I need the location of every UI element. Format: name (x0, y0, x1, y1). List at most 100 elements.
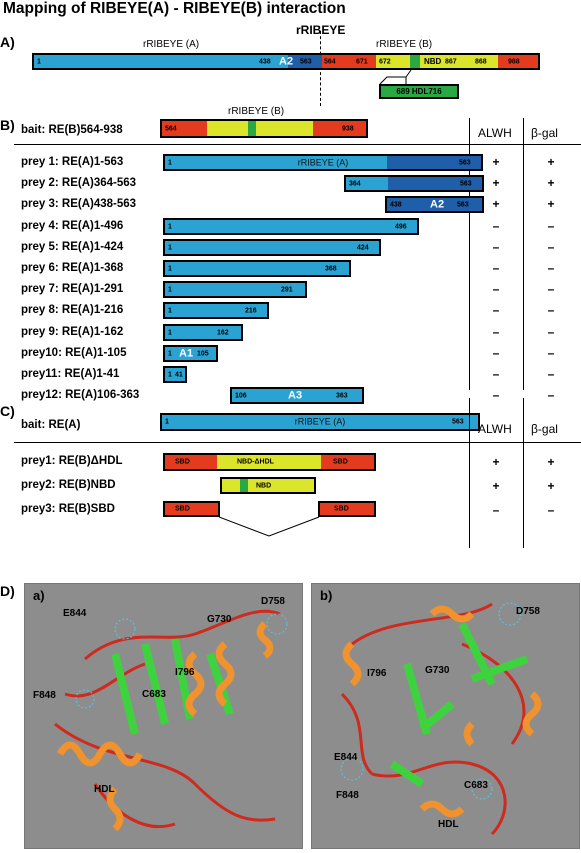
prey-b-label: prey 4: RE(A)1-496 (21, 220, 124, 232)
bait-c-bar: 1 rRIBEYE (A) 563 (160, 413, 480, 431)
prey-c3-sbd2-label: SBD (334, 505, 349, 513)
structure-b-tag: b) (320, 588, 333, 603)
structure-a-label-c683: C683 (142, 689, 166, 700)
prey-b-start: 438 (390, 201, 402, 208)
structure-b-label-d758: D758 (516, 606, 540, 617)
rribeye-full-bar: 1 438 A2 563 564 671 672 NBD 867 868 988 (32, 53, 540, 70)
pos-868: 868 (475, 58, 487, 65)
prey-b-alwh: + (492, 197, 500, 211)
pos-867: 867 (445, 58, 457, 65)
prey-b-end: 105 (197, 350, 209, 357)
structure-b-label-f848: F848 (336, 790, 359, 801)
bait-b-sbd1 (162, 121, 207, 136)
prey-b-alwh: + (492, 176, 500, 190)
bait-b-nbd (207, 121, 313, 136)
structure-a-label-g730: G730 (207, 614, 232, 625)
prey-b-end: 563 (457, 201, 469, 208)
prey-c1-bgal: + (547, 455, 555, 469)
nbd-segment (376, 55, 498, 68)
prey-b-bar: 1 291 (163, 281, 307, 298)
table-c-header-rule (14, 442, 581, 443)
prey-b-alwh: – (492, 325, 500, 339)
prey-b-bar: 364 563 (344, 175, 484, 192)
domain-b-label: rRIBEYE (B) (376, 39, 433, 50)
prey-b-alwh: – (492, 240, 500, 254)
prey-b-bgal: – (547, 388, 555, 402)
structure-a-render (54, 609, 288, 832)
section-label-d: D) (0, 583, 15, 599)
hdl-callout-label: 689 HDL716 (396, 86, 442, 96)
structure-b-label-g730: G730 (425, 665, 450, 676)
prey-b-label: prey12: RE(A)106-363 (21, 389, 140, 401)
prey-b-bar: 1 105 A1 (163, 345, 218, 362)
pos-671: 671 (356, 58, 368, 65)
prey-b-start: 1 (168, 307, 172, 314)
structure-b-render (340, 602, 542, 836)
sbd-segment-1 (322, 55, 376, 68)
col-alwh-b: ALWH (478, 126, 512, 140)
bait-b-domain-label: rRIBEYE (B) (228, 106, 285, 117)
prey-b-label: prey 6: RE(A)1-368 (21, 262, 124, 274)
prey-b-alwh: – (492, 346, 500, 360)
structure-a-label-i796: I796 (175, 667, 195, 678)
prey-b-label: prey 2: RE(A)364-563 (21, 177, 137, 189)
table-b-vline-2 (523, 118, 524, 390)
prey-c2-bar: NBD (220, 477, 316, 494)
prey-b-label: prey 5: RE(A)1-424 (21, 241, 124, 253)
nbd-label: NBD (424, 56, 442, 66)
prey-b-start: 1 (168, 371, 172, 378)
prey-c2-hdl (240, 479, 248, 492)
prey-b-end: 162 (217, 329, 229, 336)
prey-b-bgal: – (547, 367, 555, 381)
prey-c3-bar-right: SBD (318, 501, 376, 517)
prey-b-alwh: – (492, 261, 500, 275)
prey-b-bgal: + (547, 155, 555, 169)
structure-b-label-e844: E844 (334, 752, 358, 763)
prey-b-domain-label: A1 (179, 347, 194, 359)
table-b-header-rule (14, 144, 581, 145)
col-bgal-b: β-gal (531, 126, 558, 140)
section-label-c: C) (0, 403, 15, 419)
prey-b-alwh: – (492, 219, 500, 233)
prey-b-end: 563 (460, 180, 472, 187)
section-label-b: B) (0, 117, 15, 133)
prey-c1-sbd1-label: SBD (175, 458, 190, 466)
sbd-segment-2 (498, 55, 538, 68)
prey-b-bar: 1 563 rRIBEYE (A) (163, 154, 483, 171)
table-c-vline-1 (469, 398, 470, 548)
prey-b-segment (165, 156, 387, 169)
bait-b-start: 564 (165, 125, 177, 132)
structure-a-label-e844: E844 (63, 608, 87, 619)
bait-b-sbd2 (313, 121, 366, 136)
prey-b-label: prey 1: RE(A)1-563 (21, 156, 124, 168)
pos-1: 1 (37, 58, 41, 65)
prey-b-bar: 1 368 (163, 260, 351, 277)
prey-b-alwh: – (492, 303, 500, 317)
bait-c-domain: rRIBEYE (A) (294, 416, 346, 427)
prey-b-segment (387, 156, 481, 169)
table-b-vline-1 (469, 118, 470, 390)
structure-b-label-hdl: HDL (438, 819, 459, 830)
prey-b-label: prey 8: RE(A)1-216 (21, 304, 124, 316)
prey-b-bgal: – (547, 346, 555, 360)
prey-b-label: prey 3: RE(A)438-563 (21, 198, 137, 210)
structure-a-tag: a) (33, 588, 45, 603)
bait-b-end: 938 (342, 125, 354, 132)
prey-b-end: 216 (245, 307, 257, 314)
bait-c-end: 563 (452, 418, 464, 426)
prey-b-bgal: – (547, 261, 555, 275)
prey-c1-bar: SBD NBD-ΔHDL SBD (163, 453, 376, 471)
figure-title: Mapping of RIBEYE(A) - RIBEYE(B) interac… (3, 0, 346, 17)
prey-b-end: 496 (395, 223, 407, 230)
section-label-a: A) (0, 34, 15, 50)
prey-b-bar: 1 216 (163, 302, 269, 319)
prey-b-start: 106 (235, 392, 247, 399)
prey-c2-bgal: + (547, 479, 555, 493)
prey-c1-nbd (217, 455, 321, 469)
prey-b-bar: 1 162 (163, 324, 243, 341)
prey-b-end: 41 (175, 371, 183, 378)
a2-segment (288, 55, 322, 68)
prey-c3-label: prey3: RE(B)SBD (21, 503, 115, 515)
prey-c1-mid-label: NBD-ΔHDL (237, 458, 274, 466)
prey-b-bar: 1 424 (163, 239, 381, 256)
